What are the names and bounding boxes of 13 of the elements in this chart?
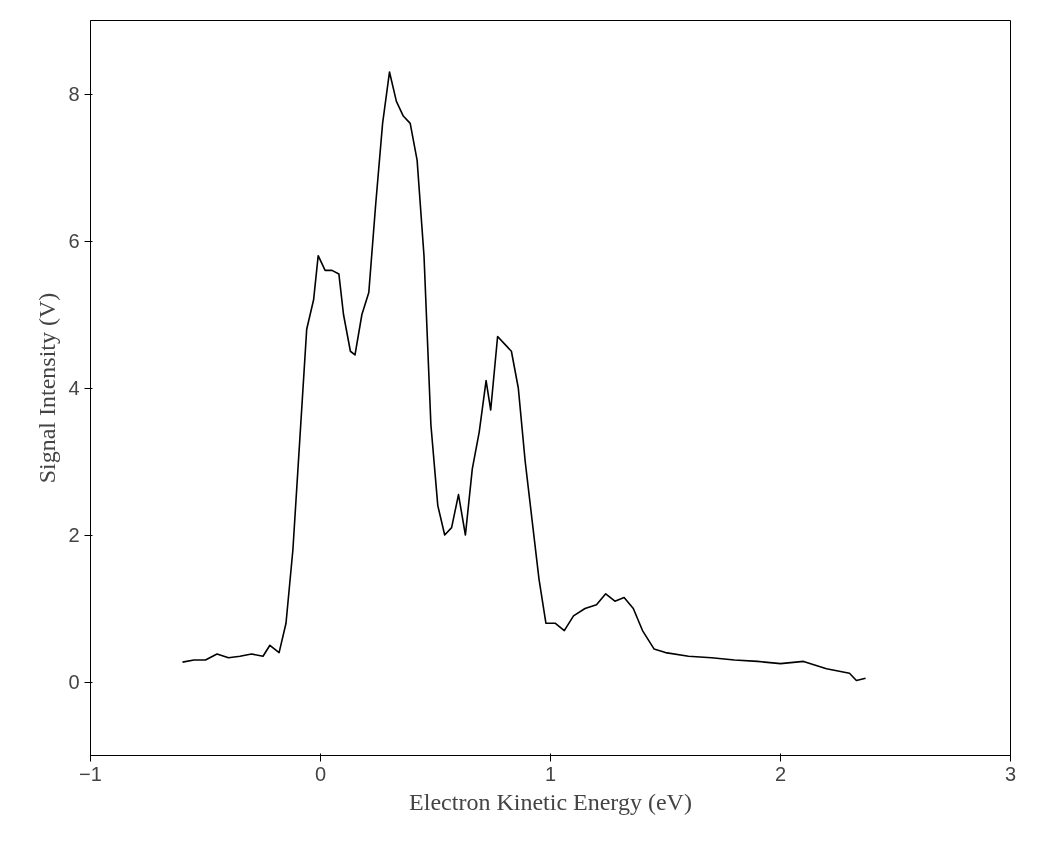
y-tick-label: 4: [68, 377, 80, 399]
y-axis-title: Signal Intensity (V): [34, 292, 61, 484]
y-tick-label: 2: [68, 524, 80, 546]
x-tick-label: 3: [1004, 762, 1017, 785]
y-tick-label: 0: [68, 671, 80, 693]
x-tick-label: 1: [544, 762, 557, 785]
line-series: [181, 71, 867, 682]
x-tick-label: −1: [79, 762, 102, 785]
y-tick-label: 6: [68, 230, 80, 252]
x-tick-label: 0: [314, 762, 327, 785]
y-tick-label: 8: [68, 83, 80, 105]
x-tick-label: 2: [774, 762, 787, 785]
x-axis-title: Electron Kinetic Energy (eV): [409, 788, 692, 815]
